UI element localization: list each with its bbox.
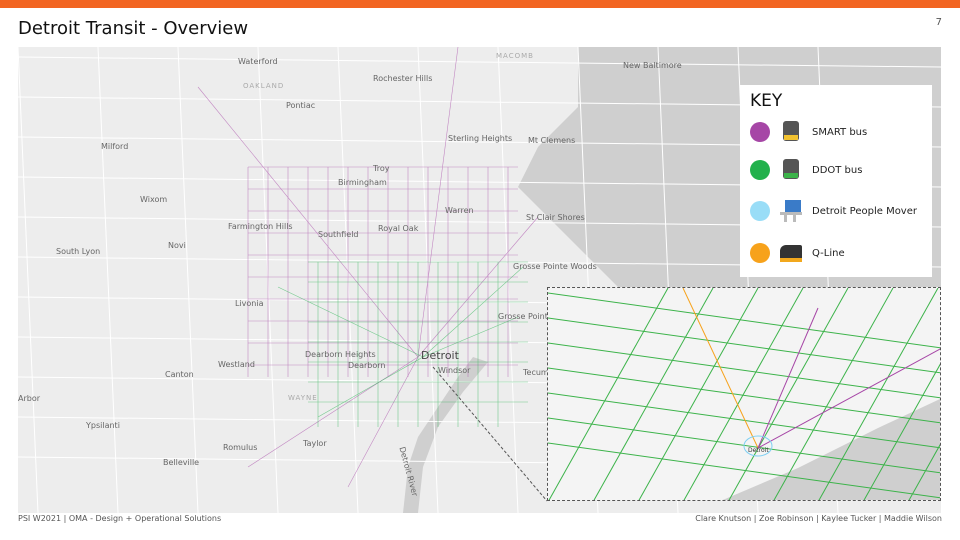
map-key: KEY SMART bus DDOT bus Detroit People Mo… (740, 85, 932, 277)
key-label: DDOT bus (812, 164, 863, 176)
map-place-label: Waterford (238, 57, 278, 66)
key-label: SMART bus (812, 126, 868, 138)
map-place-label: Canton (165, 370, 194, 379)
route-line (97, 47, 119, 513)
route-line (548, 292, 940, 349)
route-line (548, 367, 940, 424)
people-mover-color-dot (750, 201, 770, 221)
route-line (818, 288, 939, 500)
map-place-label: Westland (218, 360, 255, 369)
route-line (197, 86, 419, 358)
map-place-label: Belleville (163, 458, 200, 467)
map-place-label: OAKLAND (243, 82, 285, 90)
map-place-label: South Lyon (56, 247, 101, 256)
route-line (18, 56, 941, 68)
route-line (773, 288, 894, 500)
route-line (422, 266, 524, 358)
map-place-label: Ypsilanti (86, 421, 120, 430)
accent-bar (0, 0, 960, 8)
route-line (277, 286, 424, 358)
inset-detroit-label: Detroit (748, 447, 769, 454)
route-line (548, 342, 940, 399)
ddot-color-dot (750, 160, 770, 180)
footer-right: Clare Knutson | Zoe Robinson | Kaylee Tu… (695, 514, 942, 523)
key-item-ddot-bus: DDOT bus (750, 159, 862, 181)
route-line (422, 316, 519, 358)
map-place-label: Warren (445, 206, 474, 215)
map-place-label: Dearborn Heights (305, 350, 376, 359)
key-item-smart-bus: SMART bus (750, 121, 867, 143)
route-line (682, 288, 759, 449)
smart-color-dot (750, 122, 770, 142)
key-title: KEY (750, 91, 783, 111)
key-item-q-line: Q-Line (750, 242, 845, 264)
transit-map[interactable]: Waterford OAKLAND Rochester Hills MACOMB New… (18, 47, 941, 513)
map-place-label: Royal Oak (378, 224, 419, 233)
key-label: Detroit People Mover (812, 205, 917, 217)
people-mover-icon (780, 200, 802, 222)
detroit-label: Detroit (421, 349, 459, 362)
detroit-river (403, 357, 488, 513)
route-line (548, 417, 940, 474)
route-line (317, 356, 424, 418)
route-line (177, 47, 199, 513)
map-place-label: Windsor (438, 366, 471, 375)
bus-icon (780, 121, 802, 143)
route-line (593, 288, 714, 500)
map-place-label: St Clair Shores (526, 213, 585, 222)
route-line (548, 392, 940, 449)
map-place-label: Tecum (523, 368, 549, 377)
map-place-label: Dearborn (348, 361, 386, 370)
route-line (638, 288, 759, 500)
map-place-label: Arbor (18, 394, 41, 403)
route-line (548, 288, 669, 500)
route-line (757, 307, 819, 449)
route-line (347, 356, 419, 488)
route-line (908, 443, 940, 500)
map-place-label: Milford (101, 142, 129, 151)
route-line (863, 363, 940, 500)
map-place-label: Farmington Hills (228, 222, 293, 231)
route-line (757, 348, 940, 449)
map-place-label: Birmingham (338, 178, 387, 187)
streetcar-icon (780, 242, 802, 264)
map-place-label: Grosse Pointe Woods (513, 262, 597, 271)
route-line (548, 442, 940, 499)
key-item-people-mover: Detroit People Mover (750, 200, 917, 222)
route-line (247, 356, 419, 468)
inset-leader-line (432, 366, 548, 502)
map-place-label: Grosse Pointe Park (498, 312, 573, 321)
route-line (417, 47, 459, 358)
page-number: 7 (935, 17, 942, 28)
map-place-label: Pontiac (286, 101, 316, 110)
route-line (548, 317, 940, 374)
map-place-label: Wixom (140, 195, 168, 204)
map-place-label: MACOMB (496, 52, 534, 60)
map-place-label: Livonia (235, 299, 264, 308)
key-label: Q-Line (812, 247, 845, 259)
map-place-label: Troy (373, 164, 390, 173)
map-place-label: Romulus (223, 443, 258, 452)
bus-icon (780, 159, 802, 181)
map-place-label: Novi (168, 241, 186, 250)
map-place-label: Rochester Hills (373, 74, 433, 83)
map-place-label: Mt Clemens (528, 136, 576, 145)
map-place-label: Taylor (303, 439, 327, 448)
map-place-label: Southfield (318, 230, 359, 239)
map-place-label: WAYNE (288, 394, 318, 402)
route-line (728, 288, 849, 500)
map-place-label: New Baltimore (623, 61, 682, 70)
route-line (683, 288, 804, 500)
downtown-inset-map: Detroit (547, 287, 941, 501)
people-mover-loop (743, 435, 773, 457)
q-line-color-dot (750, 243, 770, 263)
map-place-label: Sterling Heights (448, 134, 513, 143)
route-line (18, 47, 39, 513)
footer-left: PSI W2021 | OMA - Design + Operational S… (18, 514, 222, 523)
slide-title: Detroit Transit - Overview (18, 18, 249, 39)
